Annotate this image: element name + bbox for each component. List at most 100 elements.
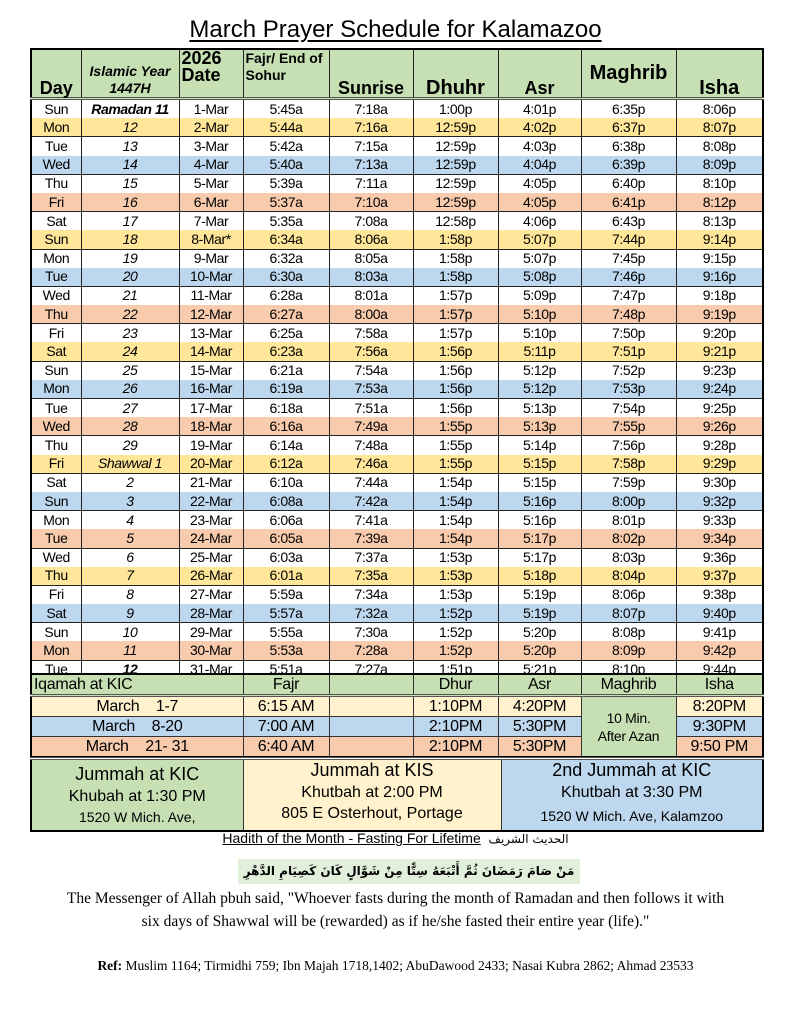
header-sunrise: Sunrise xyxy=(328,48,414,100)
cell-islamic-date: 12 xyxy=(80,118,180,137)
schedule-row: Tue 5 24-Mar 6:05a 7:39a 1:54p 5:17p 8:02p 9:34p xyxy=(30,529,764,548)
cell-islamic-date: 16 xyxy=(80,192,180,212)
cell-asr: 5:15p xyxy=(497,454,582,474)
cell-isha: 8:09p xyxy=(675,155,764,175)
cell-fajr: 6:34a xyxy=(242,230,330,249)
schedule-row: Fri 8 27-Mar 5:59a 7:34a 1:53p 5:19p 8:06p 9:38p xyxy=(30,584,764,605)
cell-asr: 5:12p xyxy=(497,360,582,380)
cell-isha: 8:12p xyxy=(675,192,764,212)
cell-asr: 5:13p xyxy=(497,398,582,418)
cell-day: Wed xyxy=(30,417,82,436)
cell-dhuhr: 1:57p xyxy=(412,285,499,306)
cell-maghrib: 8:04p xyxy=(580,566,677,586)
cell-day: Mon xyxy=(30,510,82,530)
cell-islamic-date: 7 xyxy=(80,566,180,586)
iqamah-header-fajr: Fajr xyxy=(242,673,330,697)
page-title: March Prayer Schedule for Kalamazoo xyxy=(189,16,602,43)
iqamah-header-row: Iqamah at KIC Fajr Dhur Asr Maghrib Isha xyxy=(30,673,764,697)
hadith-reference: Ref: Muslim 1164; Tirmidhi 759; Ibn Maja… xyxy=(0,958,791,974)
iqamah-blank xyxy=(328,736,414,758)
cell-date: 17-Mar xyxy=(178,398,244,418)
cell-fajr: 6:32a xyxy=(242,248,330,268)
cell-islamic-date: 18 xyxy=(80,230,180,249)
cell-date: 27-Mar xyxy=(178,584,244,605)
cell-sunrise: 7:39a xyxy=(328,529,414,548)
cell-date: 14-Mar xyxy=(178,342,244,362)
cell-day: Sat xyxy=(30,342,82,362)
jummah-title: Jummah at KIS xyxy=(310,760,434,780)
cell-isha: 8:06p xyxy=(675,98,764,119)
iqamah-label: Iqamah at KIC xyxy=(30,673,244,697)
iqamah-range: March 8-20 xyxy=(30,716,244,737)
schedule-row: Fri 23 13-Mar 6:25a 7:58a 1:57p 5:10p 7:50p 9:20… xyxy=(30,323,764,343)
schedule-row: Sat 9 28-Mar 5:57a 7:32a 1:52p 5:19p 8:07p 9:40p xyxy=(30,604,764,623)
cell-maghrib: 8:06p xyxy=(580,584,677,605)
cell-fajr: 5:39a xyxy=(242,173,330,193)
schedule-row: Tue 27 17-Mar 6:18a 7:51a 1:56p 5:13p 7:54p 9:25… xyxy=(30,398,764,418)
cell-day: Sun xyxy=(30,98,82,119)
cell-sunrise: 8:01a xyxy=(328,285,414,306)
cell-isha: 9:16p xyxy=(675,267,764,287)
cell-date: 26-Mar xyxy=(178,566,244,586)
cell-islamic-date: 29 xyxy=(80,435,180,455)
cell-dhuhr: 1:52p xyxy=(412,641,499,661)
cell-isha: 9:37p xyxy=(675,566,764,586)
cell-fajr: 6:14a xyxy=(242,435,330,455)
cell-dhuhr: 1:54p xyxy=(412,472,499,492)
schedule-row: Mon 11 30-Mar 5:53a 7:28a 1:52p 5:20p 8:09p 9:42… xyxy=(30,641,764,661)
cell-islamic-date: 21 xyxy=(80,285,180,306)
cell-sunrise: 7:54a xyxy=(328,360,414,380)
cell-date: 10-Mar xyxy=(178,267,244,287)
cell-sunrise: 8:03a xyxy=(328,267,414,287)
schedule-row: Fri 16 6-Mar 5:37a 7:10a 12:59p 4:05p 6:41p 8:12… xyxy=(30,192,764,212)
cell-day: Thu xyxy=(30,305,82,324)
hadith-english: The Messenger of Allah pbuh said, "Whoev… xyxy=(0,887,791,933)
cell-asr: 5:17p xyxy=(497,529,582,548)
cell-islamic-date: 11 xyxy=(80,641,180,661)
cell-fajr: 5:59a xyxy=(242,584,330,605)
cell-sunrise: 7:41a xyxy=(328,510,414,530)
cell-islamic-date: 19 xyxy=(80,248,180,268)
cell-date: 5-Mar xyxy=(178,173,244,193)
cell-dhuhr: 12:59p xyxy=(412,192,499,212)
iqamah-header-maghrib: Maghrib xyxy=(580,673,677,697)
cell-dhuhr: 1:52p xyxy=(412,622,499,642)
jummah-time: Khutbah at 2:00 PM xyxy=(301,784,443,801)
cell-date: 3-Mar xyxy=(178,136,244,156)
header-asr: Asr xyxy=(497,48,582,100)
schedule-row: Thu 22 12-Mar 6:27a 8:00a 1:57p 5:10p 7:48p 9:19… xyxy=(30,305,764,324)
cell-fajr: 5:44a xyxy=(242,118,330,137)
cell-isha: 8:10p xyxy=(675,173,764,193)
cell-date: 23-Mar xyxy=(178,510,244,530)
cell-fajr: 5:57a xyxy=(242,604,330,623)
cell-maghrib: 8:02p xyxy=(580,529,677,548)
jummah-kis: Jummah at KIS Khutbah at 2:00 PM 805 E O… xyxy=(242,758,502,832)
cell-isha: 9:15p xyxy=(675,248,764,268)
iqamah-isha: 9:30PM xyxy=(675,716,764,737)
cell-fajr: 5:55a xyxy=(242,622,330,642)
iqamah-fajr: 6:15 AM xyxy=(242,695,330,717)
cell-sunrise: 8:06a xyxy=(328,230,414,249)
cell-dhuhr: 1:56p xyxy=(412,398,499,418)
schedule-row: Wed 14 4-Mar 5:40a 7:13a 12:59p 4:04p 6:39p 8:09… xyxy=(30,155,764,175)
cell-maghrib: 7:55p xyxy=(580,417,677,436)
cell-sunrise: 7:51a xyxy=(328,398,414,418)
cell-maghrib: 7:56p xyxy=(580,435,677,455)
header-islamic-date: Islamic Year 1447H xyxy=(80,48,180,100)
schedule-row: Mon 26 16-Mar 6:19a 7:53a 1:56p 5:12p 7:53p 9:24… xyxy=(30,379,764,399)
maghrib-note-line2: After Azan xyxy=(597,727,660,744)
schedule-row: Thu 15 5-Mar 5:39a 7:11a 12:59p 4:05p 6:40p 8:10… xyxy=(30,173,764,193)
schedule-row: Wed 6 25-Mar 6:03a 7:37a 1:53p 5:17p 8:03p 9:36p xyxy=(30,547,764,567)
cell-sunrise: 7:08a xyxy=(328,211,414,231)
cell-isha: 9:41p xyxy=(675,622,764,642)
cell-date: 12-Mar xyxy=(178,305,244,324)
cell-dhuhr: 1:58p xyxy=(412,230,499,249)
cell-fajr: 6:25a xyxy=(242,323,330,343)
cell-day: Sat xyxy=(30,604,82,623)
cell-isha: 9:23p xyxy=(675,360,764,380)
schedule-row: Sun 10 29-Mar 5:55a 7:30a 1:52p 5:20p 8:08p 9:41… xyxy=(30,622,764,642)
cell-maghrib: 7:45p xyxy=(580,248,677,268)
cell-day: Mon xyxy=(30,641,82,661)
cell-sunrise: 7:18a xyxy=(328,98,414,119)
cell-maghrib: 7:54p xyxy=(580,398,677,418)
